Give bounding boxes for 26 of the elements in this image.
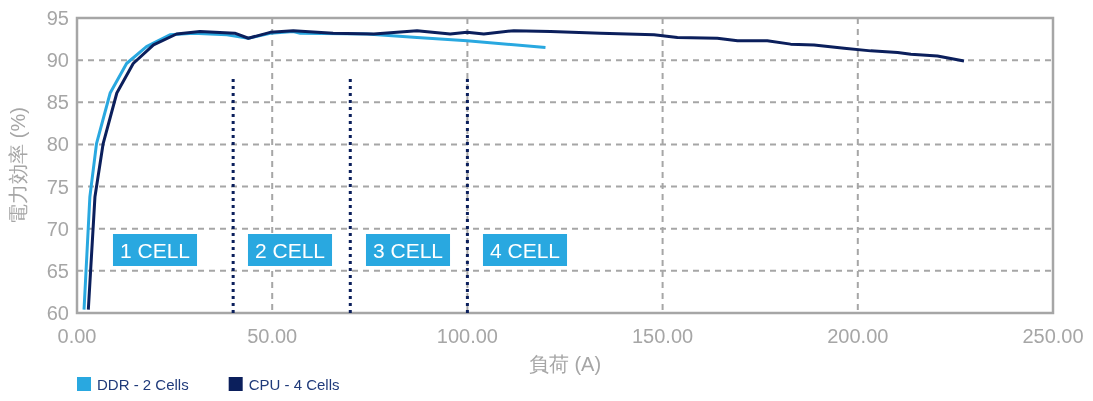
- x-tick-label: 250.00: [1022, 325, 1084, 347]
- y-tick-label: 75: [46, 175, 69, 198]
- annotation: 3 CELL: [366, 234, 450, 266]
- annotation: 4 CELL: [483, 234, 567, 266]
- x-tick-label: 0.00: [57, 325, 97, 347]
- y-tick-label: 90: [46, 49, 69, 72]
- y-axis-title: 電力効率 (%): [7, 107, 29, 224]
- legend-label: DDR - 2 Cells: [97, 376, 189, 393]
- x-axis-title: 負荷 (A): [528, 353, 602, 375]
- annotation: 1 CELL: [113, 234, 197, 266]
- y-tick-label: 70: [46, 217, 69, 240]
- y-tick-label: 80: [46, 133, 69, 156]
- y-tick-label: 95: [46, 7, 69, 29]
- annotation: 3 CELL: [372, 239, 444, 262]
- y-tick-label: 60: [46, 302, 69, 324]
- annotation: 2 CELL: [254, 239, 326, 262]
- annotation: 4 CELL: [489, 239, 561, 262]
- y-tick-label: 65: [46, 259, 69, 282]
- annotation: 2 CELL: [248, 234, 332, 266]
- legend-label: CPU - 4 Cells: [248, 376, 340, 393]
- y-tick-label: 85: [46, 91, 69, 114]
- x-tick-label: 100.00: [436, 325, 498, 347]
- x-tick-label: 50.00: [247, 325, 298, 347]
- annotation: 1 CELL: [119, 239, 191, 262]
- x-tick-label: 200.00: [827, 325, 889, 347]
- x-tick-label: 150.00: [632, 325, 694, 347]
